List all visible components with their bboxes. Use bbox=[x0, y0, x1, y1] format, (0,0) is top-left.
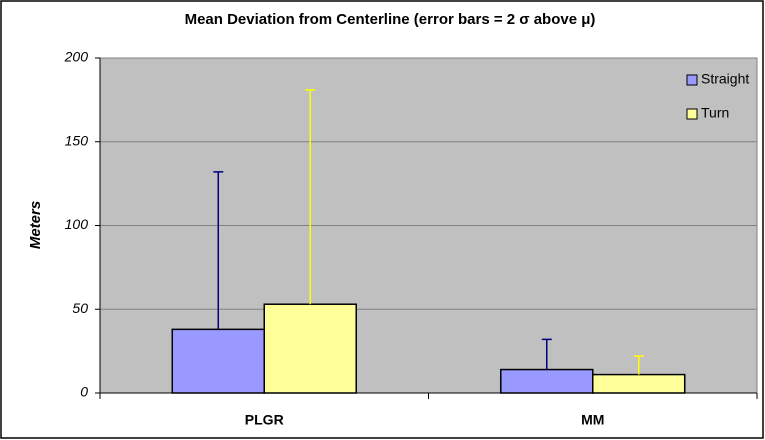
y-tick-label: 50 bbox=[72, 300, 88, 316]
error-bar bbox=[213, 171, 224, 330]
legend-swatch bbox=[686, 108, 698, 120]
bar bbox=[500, 368, 594, 394]
error-bar bbox=[305, 89, 316, 305]
bar bbox=[263, 303, 357, 394]
y-tick-label: 100 bbox=[65, 216, 89, 232]
bar bbox=[592, 373, 686, 394]
x-tick-label: PLGR bbox=[245, 412, 284, 428]
y-tick-label: 150 bbox=[65, 132, 89, 148]
chart-title: Mean Deviation from Centerline (error ba… bbox=[185, 11, 596, 28]
error-bar bbox=[541, 338, 552, 370]
y-tick-label: 0 bbox=[80, 384, 88, 400]
legend-swatch bbox=[686, 74, 698, 86]
legend-label: Straight bbox=[701, 71, 749, 87]
x-tick-label: MM bbox=[581, 412, 604, 428]
legend-label: Turn bbox=[701, 105, 729, 121]
y-axis-label: Meters bbox=[27, 201, 44, 249]
bar bbox=[171, 328, 266, 394]
y-tick-label: 200 bbox=[64, 49, 89, 65]
error-bar bbox=[633, 355, 644, 375]
